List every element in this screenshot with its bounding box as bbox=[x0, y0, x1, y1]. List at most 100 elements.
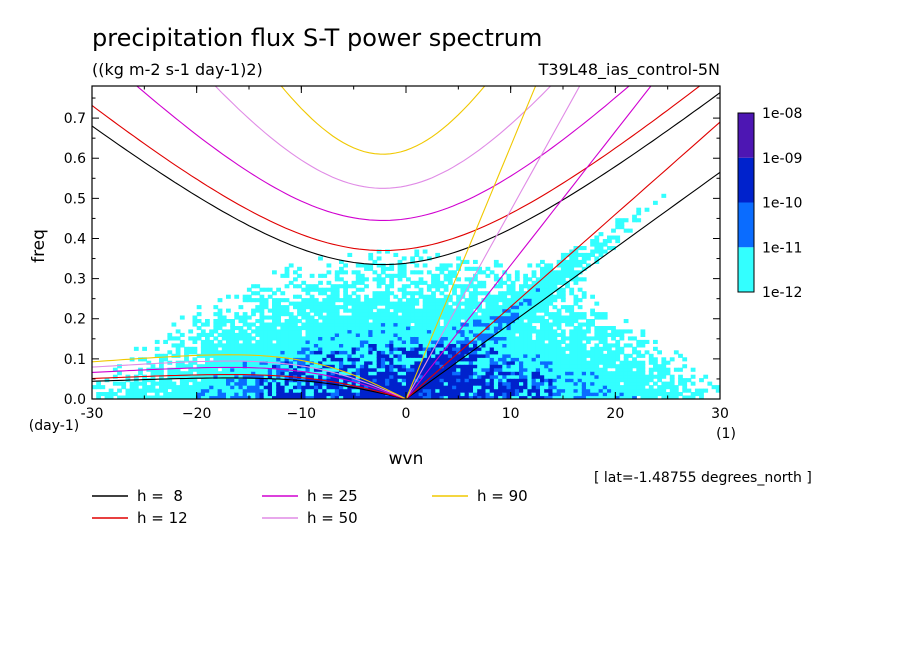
power-cell bbox=[506, 371, 512, 376]
power-cell bbox=[565, 315, 570, 320]
power-cell bbox=[456, 388, 461, 393]
power-cell bbox=[313, 322, 319, 327]
y-tick-label: 0.2 bbox=[64, 312, 86, 328]
power-cell bbox=[401, 256, 407, 261]
power-cell bbox=[431, 277, 436, 282]
power-cell bbox=[272, 291, 277, 296]
power-cell bbox=[234, 339, 240, 344]
power-cell bbox=[615, 332, 621, 337]
power-cell bbox=[682, 381, 688, 386]
power-cell bbox=[519, 371, 524, 376]
power-cell bbox=[188, 395, 194, 399]
power-cell bbox=[205, 378, 210, 383]
power-cell bbox=[556, 388, 562, 393]
power-cell bbox=[414, 284, 420, 289]
power-cell bbox=[481, 308, 487, 313]
power-cell bbox=[510, 305, 516, 310]
power-cell bbox=[238, 343, 244, 348]
power-cell bbox=[485, 329, 491, 334]
power-cell bbox=[577, 305, 583, 310]
power-cell bbox=[506, 312, 512, 317]
power-cell bbox=[452, 343, 457, 348]
power-cell bbox=[477, 308, 482, 313]
power-cell bbox=[230, 395, 235, 399]
power-cell bbox=[380, 367, 386, 372]
power-cell bbox=[347, 367, 353, 372]
power-cell bbox=[364, 326, 369, 331]
power-cell bbox=[343, 332, 348, 337]
power-cell bbox=[251, 388, 256, 393]
power-cell bbox=[602, 392, 608, 397]
power-cell bbox=[276, 332, 281, 337]
power-cell bbox=[230, 381, 235, 386]
power-cell bbox=[318, 353, 323, 358]
power-cell bbox=[364, 329, 369, 334]
power-cell bbox=[615, 221, 621, 226]
power-cell bbox=[242, 343, 248, 348]
power-cell bbox=[313, 392, 319, 397]
power-cell bbox=[318, 287, 323, 292]
power-cell bbox=[493, 298, 499, 303]
power-cell bbox=[447, 367, 453, 372]
power-cell bbox=[594, 336, 600, 341]
power-cell bbox=[552, 371, 558, 376]
power-cell bbox=[569, 256, 575, 261]
power-cell bbox=[343, 360, 348, 365]
eig-n1-curve-h8 bbox=[92, 92, 720, 266]
power-cell bbox=[498, 291, 503, 296]
power-cell bbox=[397, 277, 403, 282]
power-cell bbox=[213, 392, 219, 397]
power-cell bbox=[385, 336, 390, 341]
power-cell bbox=[410, 357, 415, 362]
power-cell bbox=[355, 367, 361, 372]
power-cell bbox=[205, 319, 210, 324]
power-cell bbox=[506, 315, 512, 320]
power-cell bbox=[506, 332, 512, 337]
power-cell bbox=[401, 312, 407, 317]
power-cell bbox=[506, 287, 512, 292]
power-cell bbox=[426, 256, 432, 261]
power-cell bbox=[226, 385, 231, 390]
power-cell bbox=[188, 378, 194, 383]
power-cell bbox=[422, 298, 428, 303]
power-cell bbox=[510, 357, 516, 362]
power-cell bbox=[334, 284, 340, 289]
power-cell bbox=[548, 374, 554, 379]
power-cell bbox=[577, 371, 583, 376]
power-cell bbox=[385, 301, 390, 306]
power-cell bbox=[288, 364, 294, 369]
power-cell bbox=[485, 326, 491, 331]
power-cell bbox=[213, 329, 219, 334]
power-cell bbox=[544, 371, 549, 376]
power-cell bbox=[330, 385, 336, 390]
power-cell bbox=[535, 395, 541, 399]
power-cell bbox=[594, 378, 600, 383]
power-cell bbox=[313, 353, 319, 358]
power-cell bbox=[213, 357, 219, 362]
power-cell bbox=[242, 381, 248, 386]
power-cell bbox=[431, 291, 436, 296]
power-cell bbox=[569, 364, 575, 369]
power-cell bbox=[598, 367, 604, 372]
power-cell bbox=[355, 280, 361, 285]
power-cell bbox=[246, 360, 252, 365]
power-cell bbox=[339, 284, 344, 289]
power-cell bbox=[431, 395, 436, 399]
power-cell bbox=[293, 322, 298, 327]
power-cell bbox=[288, 388, 294, 393]
power-cell bbox=[280, 339, 286, 344]
power-cell bbox=[196, 367, 202, 372]
power-cell bbox=[540, 329, 545, 334]
power-cell bbox=[590, 364, 595, 369]
power-cell bbox=[615, 346, 621, 351]
power-cell bbox=[364, 353, 369, 358]
power-cell bbox=[477, 346, 482, 351]
power-cell bbox=[460, 284, 466, 289]
power-cell bbox=[602, 385, 608, 390]
power-cell bbox=[556, 346, 562, 351]
power-cell bbox=[200, 339, 206, 344]
power-cell bbox=[209, 378, 214, 383]
power-cell bbox=[200, 392, 206, 397]
power-cell bbox=[560, 291, 566, 296]
power-cell bbox=[556, 343, 562, 348]
